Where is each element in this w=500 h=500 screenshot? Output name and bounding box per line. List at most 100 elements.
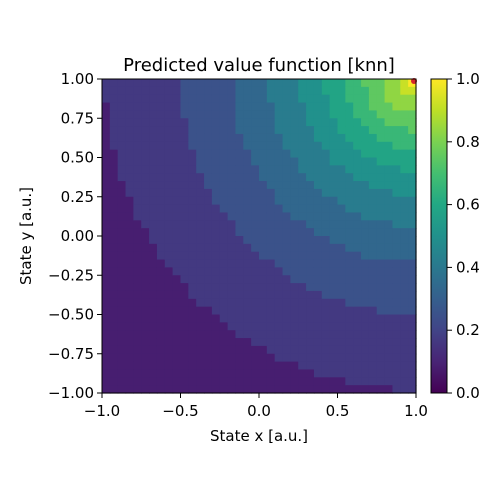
heatmap-cell — [392, 133, 401, 143]
heatmap-cell — [164, 212, 174, 221]
heatmap-cell — [243, 275, 252, 284]
heatmap-cell — [361, 385, 370, 394]
heatmap-cell — [180, 173, 189, 182]
heatmap-cell — [408, 236, 417, 245]
heatmap-cell — [188, 126, 197, 135]
heatmap-cell — [306, 338, 315, 347]
heatmap-cell — [156, 188, 166, 198]
heatmap-cell — [211, 181, 221, 190]
heatmap-cell — [204, 236, 213, 245]
heatmap-cell — [211, 369, 221, 378]
heatmap-cell — [321, 338, 331, 347]
heatmap-cell — [321, 181, 331, 190]
heatmap-cell — [376, 267, 386, 276]
heatmap-cell — [274, 385, 284, 394]
heatmap-cell — [164, 118, 174, 127]
heatmap-cell — [196, 188, 205, 198]
heatmap-cell — [259, 290, 268, 300]
heatmap-cell — [408, 243, 417, 253]
heatmap-cell — [353, 228, 362, 237]
heatmap-cell — [196, 149, 205, 159]
heatmap-cell — [282, 94, 291, 104]
heatmap-cell — [353, 290, 362, 300]
heatmap-cell — [141, 385, 150, 394]
heatmap-cell — [141, 243, 150, 253]
x-axis-ticks: −1.0 −0.5 0.0 0.5 1.0 — [84, 393, 428, 420]
heatmap-cell — [266, 188, 276, 198]
heatmap-cell — [408, 275, 417, 284]
heatmap-cell — [298, 385, 307, 394]
heatmap-cell — [400, 251, 409, 261]
heatmap-cell — [290, 236, 299, 245]
heatmap-cell — [133, 298, 142, 308]
heatmap-cell — [180, 259, 189, 268]
heatmap-cell — [368, 196, 378, 206]
heatmap-cell — [408, 133, 417, 143]
heatmap-cell — [306, 377, 315, 386]
heatmap-cell — [266, 314, 276, 323]
heatmap-cell — [219, 188, 229, 198]
heatmap-cell — [298, 322, 307, 331]
heatmap-cell — [392, 306, 401, 316]
heatmap-cell — [102, 102, 111, 111]
heatmap-cell — [392, 322, 401, 331]
heatmap-cell — [361, 110, 370, 119]
heatmap-cell — [306, 181, 315, 190]
heatmap-cell — [196, 110, 205, 119]
heatmap-cell — [400, 267, 409, 276]
heatmap-cell — [164, 275, 174, 284]
heatmap-cell — [321, 228, 331, 237]
heatmap-cell — [259, 338, 268, 347]
heatmap-cell — [368, 290, 378, 300]
heatmap-cell — [180, 243, 189, 253]
heatmap-cell — [109, 251, 119, 261]
heatmap-cell — [172, 102, 182, 111]
heatmap-cell — [251, 236, 260, 245]
heatmap-cell — [392, 228, 401, 237]
colorbar-tick-label: 0.4 — [456, 258, 480, 276]
heatmap-cell — [219, 314, 229, 323]
heatmap-cell — [125, 345, 134, 355]
heatmap-cell — [204, 118, 213, 127]
heatmap-cell — [376, 236, 386, 245]
heatmap-cell — [408, 259, 417, 268]
heatmap-cell — [227, 141, 237, 151]
heatmap-cell — [321, 86, 331, 96]
heatmap-cell — [337, 126, 346, 135]
heatmap-cell — [133, 220, 142, 229]
heatmap-cell — [102, 118, 111, 127]
heatmap-cell — [141, 267, 150, 276]
heatmap-cell — [361, 345, 370, 355]
heatmap-cell — [117, 133, 127, 143]
heatmap-cell — [172, 94, 182, 104]
heatmap-cell — [290, 338, 299, 347]
heatmap-cell — [243, 181, 252, 190]
heatmap-cell — [211, 220, 221, 229]
heatmap-cell — [361, 196, 370, 206]
heatmap-cell — [149, 118, 158, 127]
heatmap-cell — [149, 196, 158, 206]
heatmap-cell — [353, 220, 362, 229]
heatmap-cell — [227, 243, 237, 253]
heatmap-cell — [219, 267, 229, 276]
heatmap-cell — [337, 118, 346, 127]
heatmap-cell — [290, 196, 299, 206]
heatmap-cell — [329, 110, 339, 119]
heatmap-cell — [227, 283, 237, 292]
heatmap-cell — [282, 133, 291, 143]
heatmap-cell — [211, 353, 221, 363]
heatmap-cell — [321, 259, 331, 268]
heatmap-cell — [368, 385, 378, 394]
y-axis-label: State y [a.u.] — [17, 187, 35, 285]
heatmap-cell — [290, 228, 299, 237]
heatmap-cell — [282, 236, 291, 245]
heatmap-cell — [384, 149, 394, 159]
heatmap-cell — [337, 290, 346, 300]
heatmap-cell — [204, 377, 213, 386]
heatmap-cell — [392, 94, 401, 104]
heatmap-cell — [392, 330, 401, 339]
heatmap-cell — [109, 204, 119, 214]
heatmap-cell — [408, 338, 417, 347]
heatmap-cell — [180, 345, 189, 355]
heatmap-cell — [102, 306, 111, 316]
